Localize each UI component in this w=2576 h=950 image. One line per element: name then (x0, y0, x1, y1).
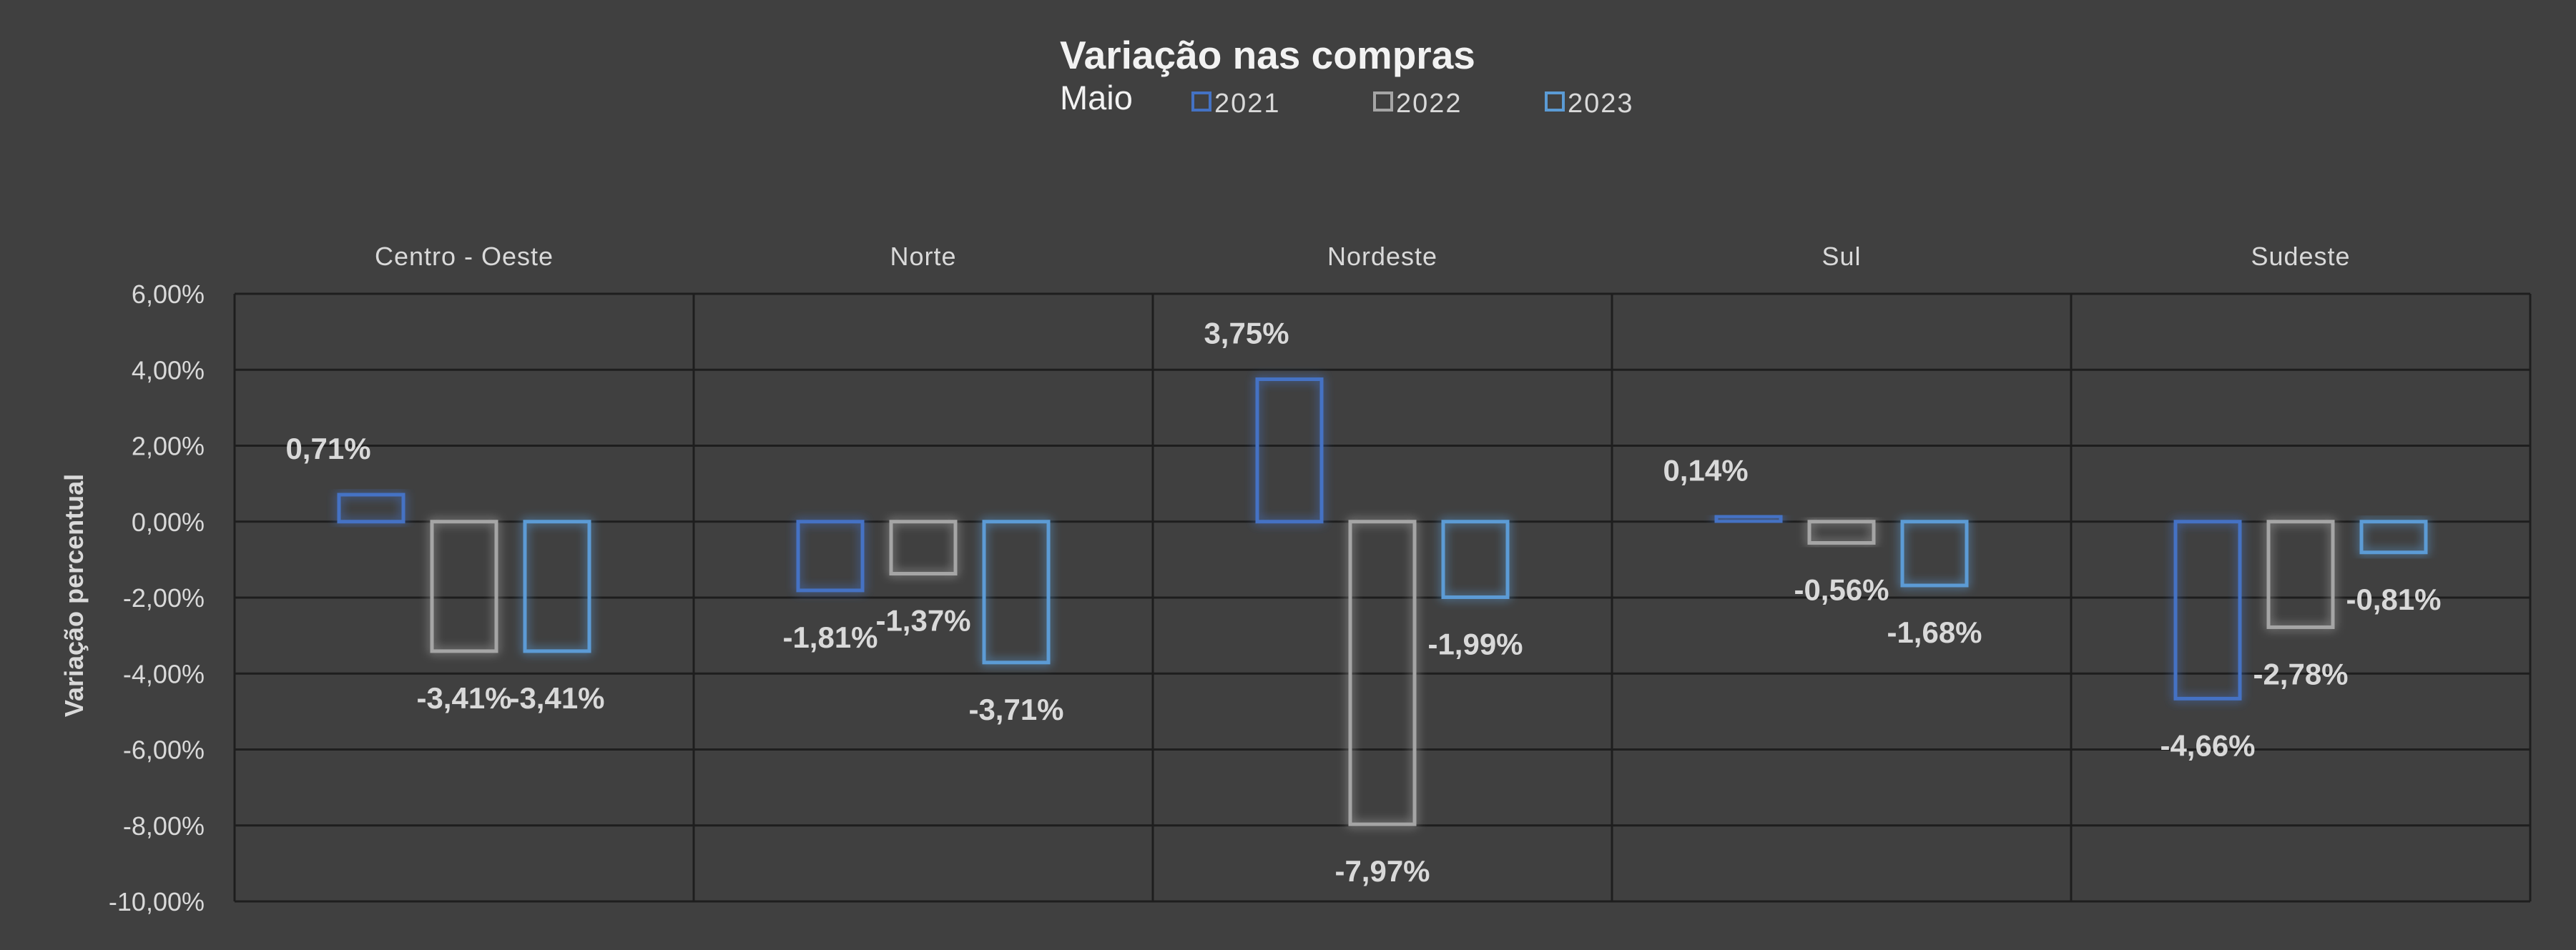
legend-entry: 2022 (1396, 89, 1462, 119)
data-label: -3,71% (968, 693, 1063, 726)
bar (2173, 520, 2242, 701)
bar (2359, 520, 2428, 555)
data-label: -1,99% (1427, 627, 1523, 660)
y-tick-label: 2,00% (132, 432, 205, 461)
bar (1807, 520, 1876, 545)
bar (1255, 377, 1324, 524)
bar (337, 493, 405, 524)
category-header: Sul (1822, 242, 1861, 271)
data-label: -1,81% (782, 620, 877, 654)
bar (1900, 520, 1969, 588)
y-tick-label: 4,00% (132, 355, 205, 385)
y-tick-label: 6,00% (132, 279, 205, 309)
category-header: Centro - Oeste (375, 242, 554, 271)
bar (1441, 520, 1510, 599)
y-tick-label: -4,00% (123, 659, 205, 688)
data-label: -0,56% (1794, 573, 1889, 607)
category-header: Sudeste (2251, 242, 2350, 271)
y-tick-label: -2,00% (123, 583, 205, 613)
legend-swatch (1191, 91, 1211, 112)
data-label: -7,97% (1334, 854, 1430, 888)
data-label: -0,81% (2346, 583, 2441, 616)
bar (430, 520, 498, 653)
data-label: 3,75% (1204, 317, 1289, 350)
bar (1348, 520, 1417, 826)
data-label: -3,41% (509, 681, 604, 715)
bar (889, 520, 958, 576)
bar (982, 520, 1051, 665)
legend-swatch (1373, 91, 1393, 112)
y-tick-label: -10,00% (109, 887, 205, 916)
category-header: Norte (890, 242, 956, 271)
chart-subtitle: Maio (1060, 79, 1133, 117)
text-layer: Variação nas compras Maio Variação perce… (59, 33, 2442, 916)
legend-swatch (1545, 91, 1565, 112)
bar (796, 520, 865, 593)
legend-entry: 2021 (1214, 89, 1281, 119)
data-label: -1,37% (875, 604, 970, 638)
y-tick-label: -6,00% (123, 736, 205, 765)
data-label: -2,78% (2253, 657, 2348, 691)
data-label: 0,14% (1663, 453, 1748, 487)
bar (523, 520, 591, 653)
data-label: -4,66% (2160, 728, 2255, 762)
bars-layer (337, 377, 2428, 826)
data-label: -3,41% (416, 681, 511, 715)
bar (2266, 520, 2335, 629)
category-header: Nordeste (1327, 242, 1437, 271)
data-label: 0,71% (285, 432, 370, 465)
bar (1714, 514, 1783, 524)
chart-title: Variação nas compras (1060, 33, 1475, 77)
grid-layer (233, 292, 2532, 903)
data-label: -1,68% (1887, 615, 1982, 649)
legend-entry: 2023 (1568, 89, 1634, 119)
y-axis-title: Variação percentual (59, 474, 89, 717)
y-tick-label: 0,00% (132, 508, 205, 537)
y-tick-label: -8,00% (123, 811, 205, 841)
